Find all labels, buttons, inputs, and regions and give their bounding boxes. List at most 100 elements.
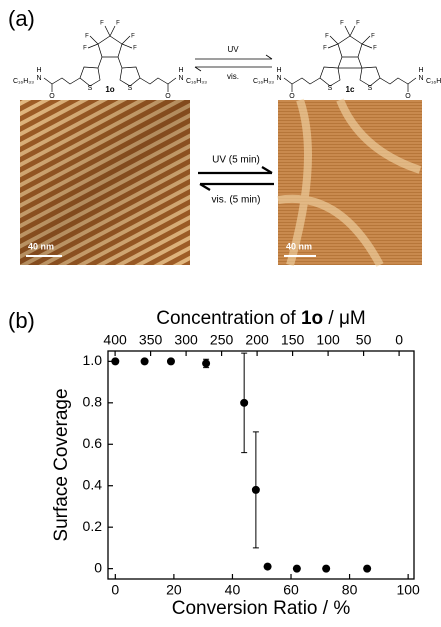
atom-label: F xyxy=(325,34,329,40)
atom-label: F xyxy=(371,34,375,40)
atom-label: F xyxy=(356,21,360,27)
bond xyxy=(87,43,99,49)
thiophene xyxy=(357,56,381,87)
atom-label: F xyxy=(85,34,89,40)
atom-label: N xyxy=(418,75,423,82)
atom-label: H xyxy=(36,67,41,74)
atom-label: F xyxy=(340,21,344,27)
atom-label: H xyxy=(418,67,423,74)
atom-label: H xyxy=(276,67,281,74)
arrow xyxy=(199,182,274,191)
x-tick-label: 0 xyxy=(111,582,119,598)
y-tick-label: 1.0 xyxy=(83,352,103,368)
atom-label: N xyxy=(36,75,41,82)
y-tick-label: 0.4 xyxy=(83,476,103,492)
x2-axis-label-part: Concentration of xyxy=(156,308,301,329)
chain-label: C₁₆H₃₃ xyxy=(186,78,207,85)
arrow xyxy=(195,54,273,60)
top-arrows xyxy=(194,54,273,72)
data-point xyxy=(322,564,331,573)
x-tick-label: 80 xyxy=(342,582,358,598)
bond xyxy=(121,43,133,49)
scale-label: 40 nm xyxy=(28,241,54,251)
data-point xyxy=(251,485,260,494)
x-tick-label: 40 xyxy=(225,582,241,598)
arrow-label: vis. xyxy=(227,72,239,81)
atom-label: F xyxy=(373,46,377,52)
x-tick-label: 100 xyxy=(396,582,420,598)
atom-label: F xyxy=(116,21,120,27)
molecule-1c: FFFFFFSONHC₁₆H₃₃SONHC₁₆H₃₃1c xyxy=(253,21,441,100)
atom-label: F xyxy=(323,46,327,52)
bond xyxy=(327,43,339,49)
y-axis-label: Surface Coverage xyxy=(51,388,72,541)
bond xyxy=(89,35,99,45)
x2-tick-label: 350 xyxy=(139,332,163,348)
chain xyxy=(283,77,321,85)
data-point xyxy=(363,564,372,573)
scale-label: 40 nm xyxy=(286,241,312,251)
arrow-label: UV (5 min) xyxy=(212,155,260,166)
thiophene xyxy=(79,56,103,87)
bond xyxy=(361,43,373,49)
x-axis-label: Conversion Ratio / % xyxy=(172,598,351,619)
data-point xyxy=(140,357,149,366)
bond xyxy=(361,35,371,45)
compound-label: 1o xyxy=(105,85,114,94)
ring xyxy=(337,35,363,58)
y-tick-label: 0.2 xyxy=(83,518,103,534)
arrow xyxy=(194,66,272,72)
x-tick-label: 60 xyxy=(283,582,299,598)
atom-label: S xyxy=(128,85,133,92)
atom-label: O xyxy=(49,93,55,100)
panel-label: (b) xyxy=(8,308,35,333)
atom-label: N xyxy=(276,75,281,82)
arrow-label: vis. (5 min) xyxy=(212,195,261,206)
atom-label: F xyxy=(83,46,87,52)
chain xyxy=(43,77,81,85)
bond xyxy=(121,35,131,45)
data-point xyxy=(111,357,120,366)
atom-label: S xyxy=(368,85,373,92)
chain xyxy=(139,77,177,85)
arrow xyxy=(198,166,273,175)
atom-label: F xyxy=(100,21,104,27)
compound-label: 1c xyxy=(346,85,355,94)
x2-axis-label-part: / μM xyxy=(323,308,366,329)
stm-image xyxy=(278,100,422,265)
x2-tick-label: 300 xyxy=(174,332,198,348)
data-point xyxy=(292,564,301,573)
panel-label: (a) xyxy=(8,6,35,31)
ring xyxy=(97,35,123,58)
bond xyxy=(329,35,339,45)
x2-axis-label: Concentration of 1o / μM xyxy=(156,308,366,329)
stm-shade xyxy=(20,100,190,265)
chain-label: C₁₆H₃₃ xyxy=(13,78,34,85)
atom-label: N xyxy=(178,75,183,82)
x2-tick-label: 0 xyxy=(395,332,403,348)
atom-label: S xyxy=(88,85,93,92)
atom-label: O xyxy=(289,93,295,100)
stm-image-1o: 40 nm xyxy=(20,100,190,265)
data-point xyxy=(202,359,211,368)
thiophene xyxy=(319,56,343,87)
y-tick-label: 0.8 xyxy=(83,394,103,410)
chain-label: C₁₆H₃₃ xyxy=(426,78,441,85)
chain-label: C₁₆H₃₃ xyxy=(253,78,274,85)
x2-tick-label: 50 xyxy=(356,332,372,348)
arrow-label: UV xyxy=(227,45,239,54)
bond xyxy=(349,25,356,37)
bond xyxy=(109,25,116,37)
bond xyxy=(104,25,111,37)
x2-tick-label: 400 xyxy=(103,332,127,348)
chain xyxy=(379,77,417,85)
atom-label: O xyxy=(405,93,411,100)
atom-label: S xyxy=(328,85,333,92)
x2-axis-label-part: 1o xyxy=(301,308,323,329)
x-tick-label: 20 xyxy=(166,582,182,598)
data-point xyxy=(166,357,175,366)
stm-image-1c: 40 nm xyxy=(277,98,422,267)
bond xyxy=(344,25,351,37)
